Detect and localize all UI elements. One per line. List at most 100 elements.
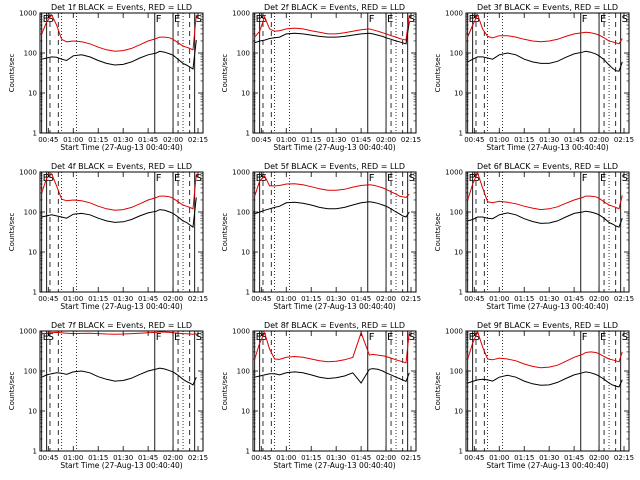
series-line-events: [467, 210, 623, 228]
series-line-events: [467, 371, 623, 388]
y-tick-label: 1: [33, 130, 37, 138]
marker-label: S: [48, 332, 54, 343]
marker-label: E: [256, 332, 262, 343]
y-axis-label: Counts/sec: [8, 54, 16, 93]
y-tick-label: 1: [459, 289, 463, 297]
x-tick-label: 01:30: [326, 454, 346, 462]
y-tick-label: 1000: [19, 10, 37, 18]
y-tick-label: 1000: [445, 10, 463, 18]
y-tick-label: 100: [24, 209, 37, 217]
marker-label: S: [474, 332, 480, 343]
x-axis-label: Start Time (27-Aug-13 00:40:40): [273, 302, 395, 311]
x-tick-label: 01:30: [113, 454, 133, 462]
marker-label: F: [369, 14, 375, 25]
x-tick-label: 01:30: [113, 136, 133, 144]
y-tick-label: 100: [24, 50, 37, 58]
y-tick-label: 1000: [19, 328, 37, 336]
y-tick-label: 10: [28, 249, 37, 257]
x-tick-label: 01:00: [489, 454, 509, 462]
y-tick-label: 10: [454, 249, 463, 257]
marker-label: S: [409, 332, 415, 343]
y-tick-label: 10: [454, 90, 463, 98]
marker-label: F: [582, 332, 588, 343]
y-tick-label: 100: [237, 50, 250, 58]
x-axis-label: Start Time (27-Aug-13 00:40:40): [273, 461, 395, 470]
x-tick-label: 01:45: [564, 454, 584, 462]
x-tick-label: 02:00: [376, 454, 396, 462]
y-tick-label: 1000: [232, 169, 250, 177]
x-tick-label: 02:15: [614, 295, 634, 303]
x-tick-label: 02:15: [188, 295, 208, 303]
y-tick-label: 10: [28, 408, 37, 416]
y-axis-label: Counts/sec: [221, 372, 229, 411]
series-line-events: [467, 50, 623, 72]
x-tick-label: 01:45: [351, 136, 371, 144]
y-tick-label: 10: [241, 249, 250, 257]
x-tick-label: 01:15: [301, 454, 321, 462]
plot-frame: [465, 171, 630, 293]
marker-label: S: [474, 14, 480, 25]
marker-label: F: [156, 332, 162, 343]
y-tick-label: 1000: [19, 169, 37, 177]
series-line-events: [254, 21, 410, 45]
x-tick-label: 02:15: [188, 136, 208, 144]
marker-label: E: [43, 332, 49, 343]
y-tick-label: 1000: [232, 10, 250, 18]
x-tick-label: 01:15: [514, 295, 534, 303]
x-tick-label: 02:00: [376, 136, 396, 144]
panel-title: Det 9f BLACK = Events, RED = LLD: [477, 321, 618, 330]
x-tick-label: 00:45: [38, 295, 58, 303]
plot-frame: [39, 171, 204, 293]
marker-label: E: [43, 173, 49, 184]
y-tick-label: 100: [450, 50, 463, 58]
x-tick-label: 01:15: [514, 454, 534, 462]
x-tick-label: 01:30: [326, 295, 346, 303]
x-tick-label: 01:15: [88, 454, 108, 462]
marker-label: S: [196, 14, 202, 25]
y-axis-label: Counts/sec: [221, 213, 229, 252]
series-line-events: [41, 367, 197, 386]
y-tick-label: 1: [246, 130, 250, 138]
x-axis-label: Start Time (27-Aug-13 00:40:40): [486, 143, 608, 152]
x-axis-label: Start Time (27-Aug-13 00:40:40): [60, 302, 182, 311]
marker-label: E: [469, 14, 475, 25]
series-line-lld: [467, 171, 623, 211]
x-tick-label: 01:45: [138, 454, 158, 462]
marker-label: F: [369, 332, 375, 343]
marker-label: E: [600, 173, 606, 184]
marker-label: S: [474, 173, 480, 184]
x-tick-label: 01:45: [351, 454, 371, 462]
y-tick-label: 10: [241, 90, 250, 98]
series-line-lld: [254, 175, 410, 199]
marker-label: S: [622, 332, 628, 343]
marker-label: F: [369, 173, 375, 184]
x-tick-label: 01:00: [63, 295, 83, 303]
x-tick-label: 01:00: [489, 295, 509, 303]
y-tick-label: 100: [237, 209, 250, 217]
y-tick-label: 100: [237, 368, 250, 376]
marker-label: S: [261, 332, 267, 343]
y-tick-label: 10: [28, 90, 37, 98]
marker-label: S: [48, 173, 54, 184]
y-tick-label: 1: [459, 448, 463, 456]
x-tick-label: 00:45: [38, 454, 58, 462]
x-tick-label: 00:45: [464, 295, 484, 303]
x-axis-label: Start Time (27-Aug-13 00:40:40): [486, 461, 608, 470]
x-tick-label: 02:00: [589, 454, 609, 462]
plot-frame: [39, 330, 204, 452]
marker-label: E: [174, 14, 180, 25]
x-tick-label: 02:00: [163, 454, 183, 462]
marker-label: F: [156, 14, 162, 25]
y-tick-label: 10: [454, 408, 463, 416]
marker-label: S: [261, 173, 267, 184]
x-tick-label: 00:45: [251, 454, 271, 462]
y-tick-label: 1: [246, 448, 250, 456]
x-tick-label: 01:45: [138, 136, 158, 144]
x-tick-label: 01:15: [514, 136, 534, 144]
x-tick-label: 01:00: [276, 454, 296, 462]
